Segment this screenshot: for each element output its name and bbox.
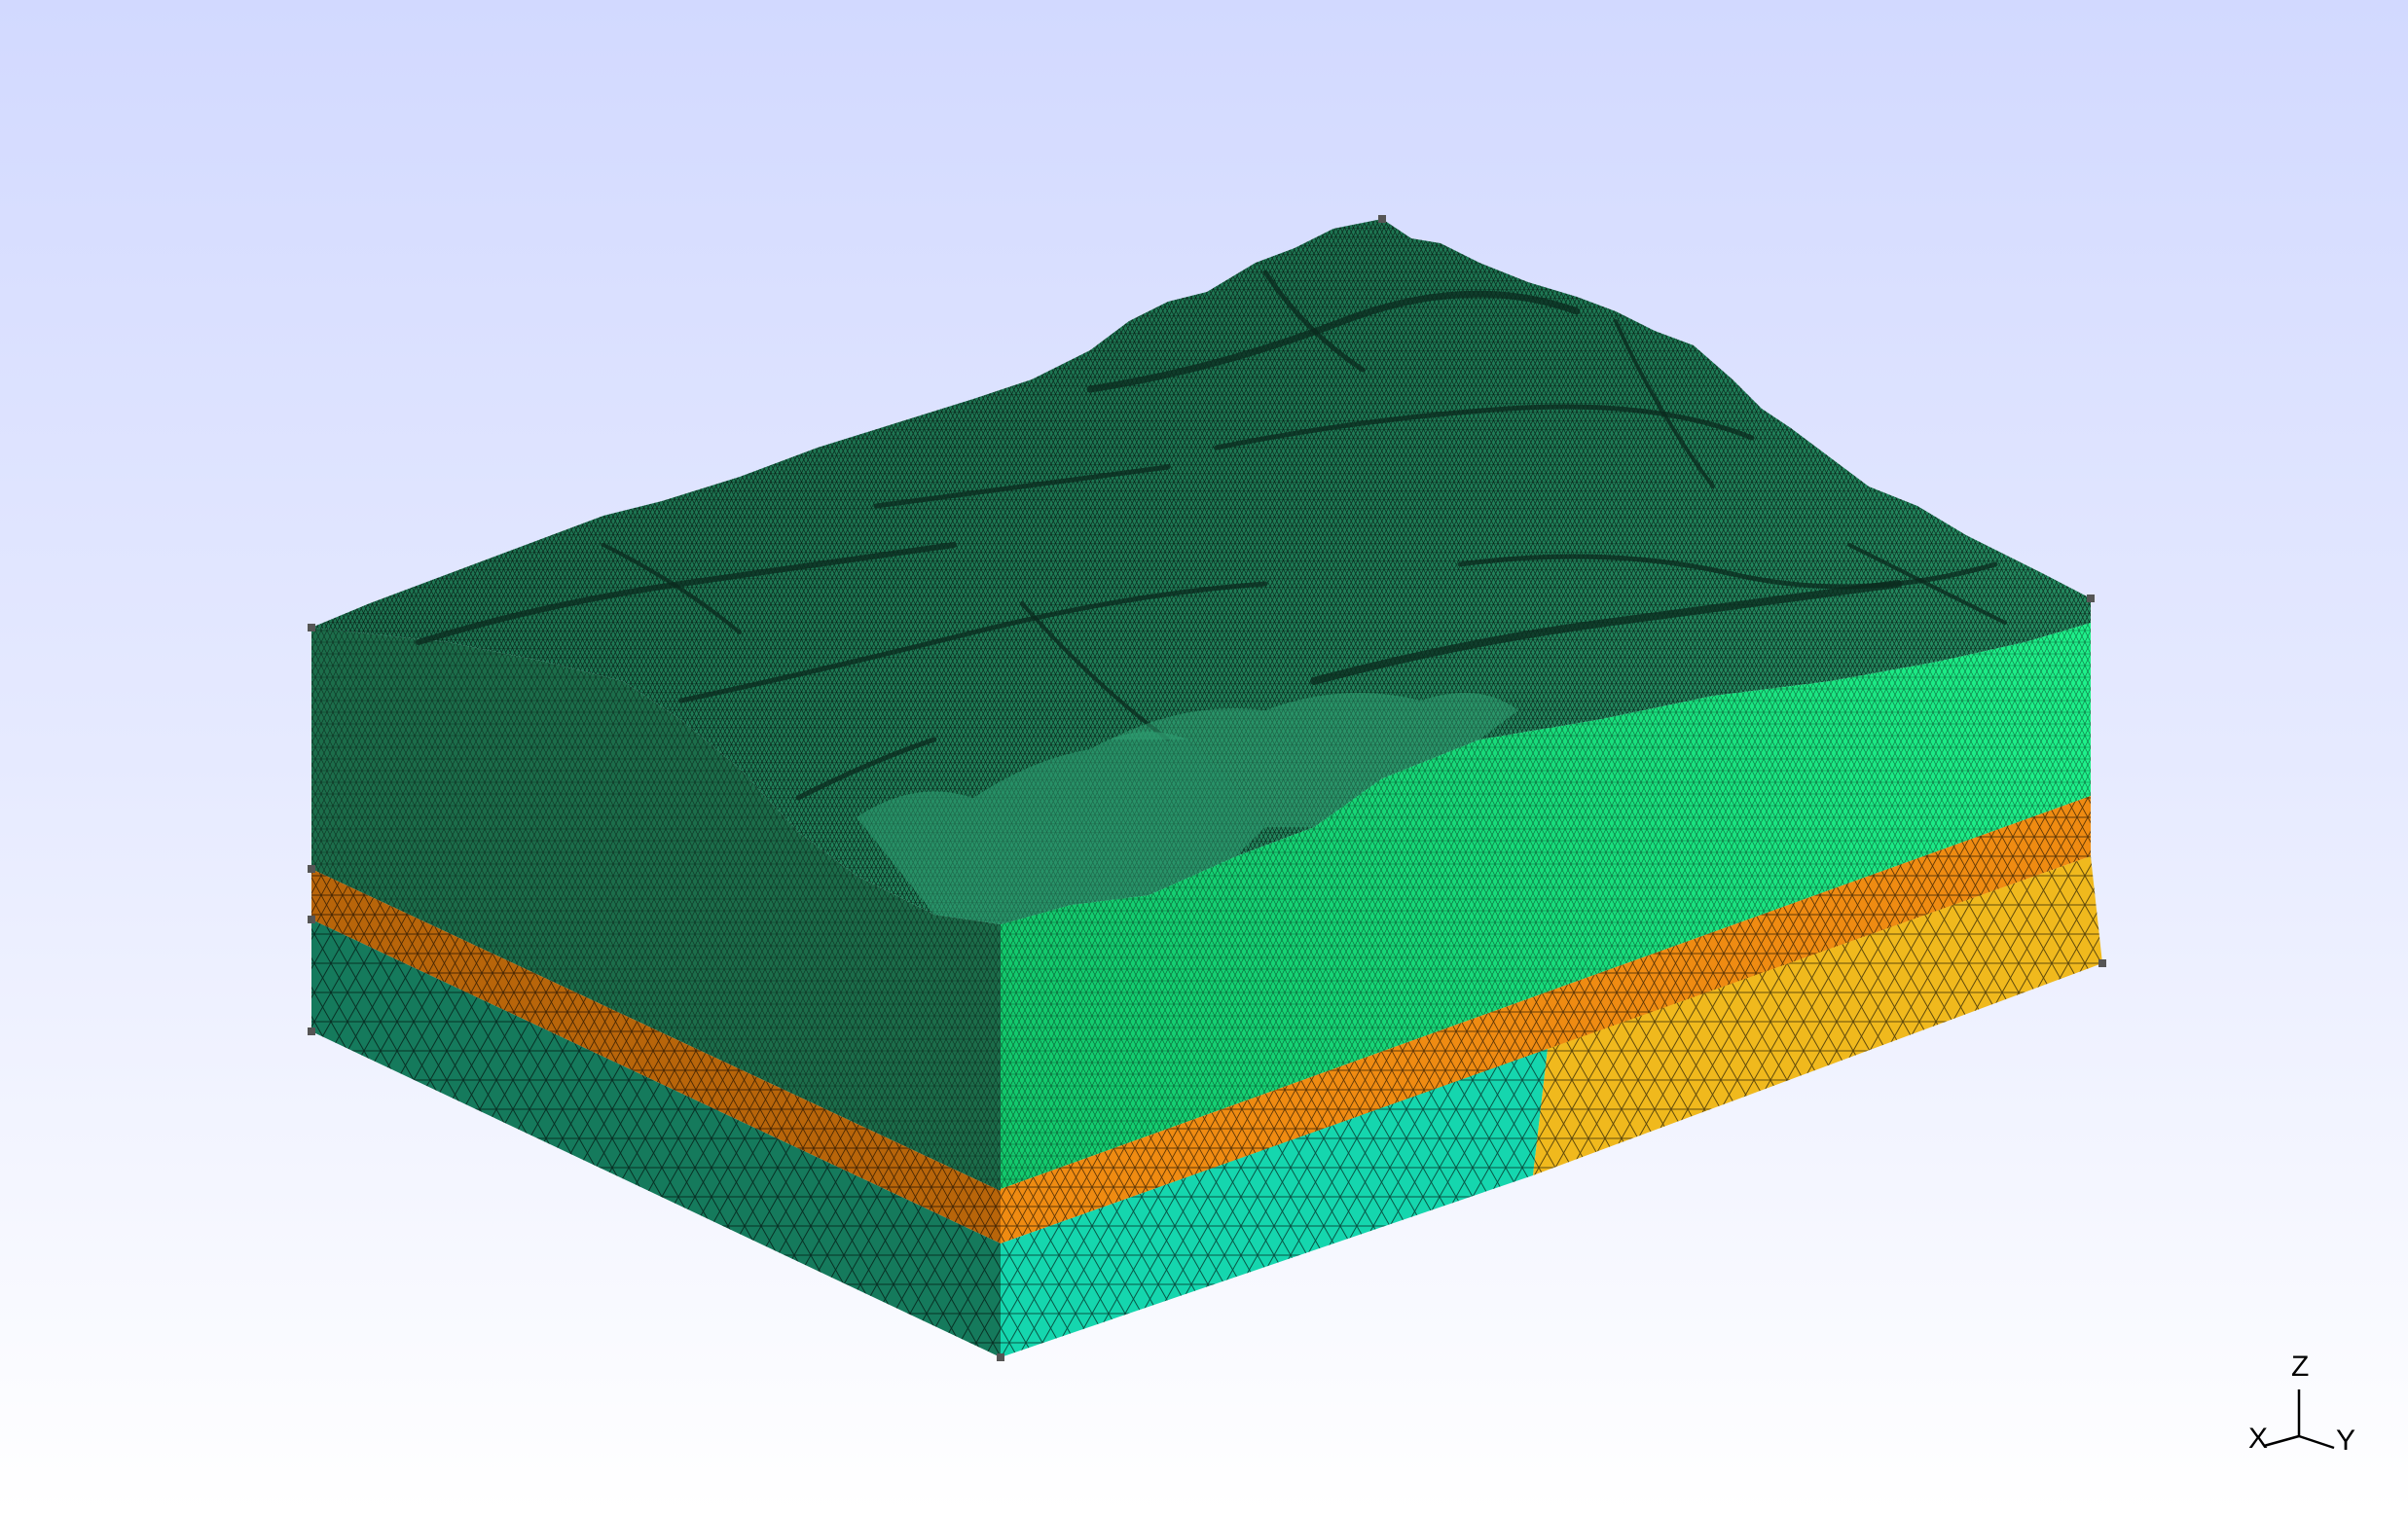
left-face-lower-mesh: [311, 919, 1001, 1357]
x-axis-label: X: [2248, 1423, 2268, 1455]
front-face-lower-yellow-mesh: [1533, 856, 2102, 1175]
y-axis-line: [2298, 1434, 2335, 1450]
terrain-ridges: [416, 270, 2007, 801]
terrain-top-mesh: [311, 219, 2091, 924]
front-face-lower-teal-mesh: [1001, 1049, 1548, 1357]
x-axis-line: [2263, 1434, 2300, 1448]
front-face-upper-mesh: [1001, 623, 2091, 1189]
terrain-foreground-hills: [857, 693, 1518, 924]
y-axis-label: Y: [2336, 1424, 2355, 1457]
front-face-orange-mesh: [1001, 796, 2091, 1244]
z-axis-label: Z: [2291, 1351, 2309, 1383]
axis-triad: [2263, 1389, 2335, 1450]
left-face-orange-mesh: [311, 869, 1001, 1244]
left-face-upper-mesh: [311, 628, 1001, 1191]
block-corner-markers: [308, 215, 2106, 1361]
